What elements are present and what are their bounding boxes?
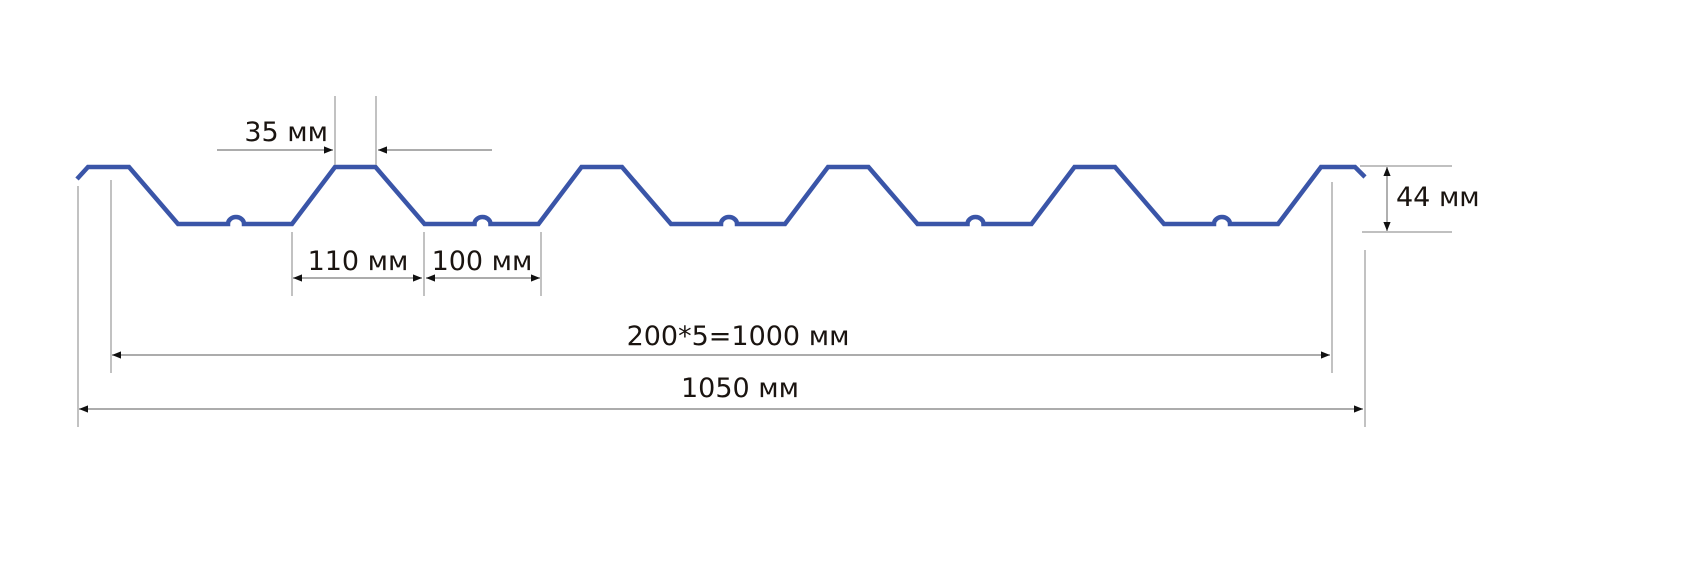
label-rib-top-width: 35 мм <box>244 117 328 148</box>
label-total-width: 1050 мм <box>681 373 799 404</box>
sheet-profile <box>75 164 1367 227</box>
dimension-rib-top: 35 мм <box>217 96 492 165</box>
label-height: 44 мм <box>1396 182 1480 213</box>
label-valley-width: 100 мм <box>432 246 533 277</box>
label-rib-bottom-width: 110 мм <box>308 246 409 277</box>
label-useful-width: 200*5=1000 мм <box>627 321 850 352</box>
dimension-rib-bottom: 110 мм <box>291 232 425 296</box>
dimension-useful-width: 200*5=1000 мм <box>110 180 1333 373</box>
dimension-height: 44 мм <box>1360 165 1480 233</box>
dimension-total-width: 1050 мм <box>77 186 1366 427</box>
dimension-valley: 100 мм <box>426 232 542 296</box>
